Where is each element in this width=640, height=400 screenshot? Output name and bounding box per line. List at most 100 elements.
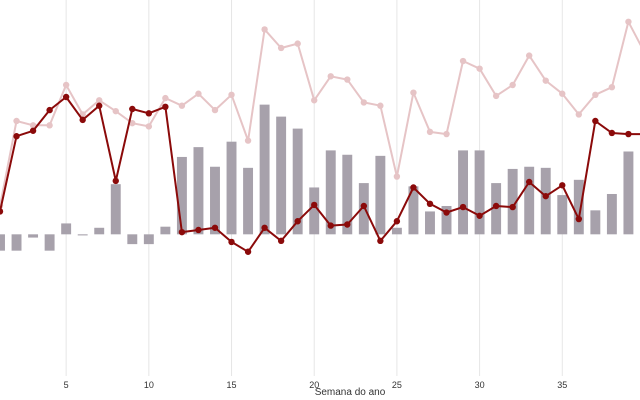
- data-point: [344, 221, 351, 228]
- data-point: [178, 228, 186, 236]
- data-point: [377, 237, 384, 245]
- bar: [276, 116, 287, 235]
- bar: [540, 167, 551, 235]
- bar: [557, 195, 568, 235]
- data-point: [344, 76, 351, 83]
- bar: [143, 234, 154, 245]
- data-point: [145, 110, 153, 117]
- bar: [243, 167, 254, 235]
- bar: [507, 168, 518, 235]
- data-point: [112, 107, 119, 115]
- bar: [61, 223, 72, 235]
- data-point: [426, 200, 434, 208]
- data-point: [277, 44, 285, 52]
- data-point: [509, 203, 516, 211]
- bar: [127, 234, 138, 245]
- data-point: [0, 208, 4, 215]
- data-point: [459, 203, 467, 211]
- data-point: [261, 224, 268, 231]
- data-point: [79, 116, 86, 124]
- data-point: [311, 201, 318, 209]
- data-point: [575, 215, 583, 223]
- x-tick-label: 10: [144, 380, 154, 390]
- bar: [0, 234, 5, 251]
- x-tick-label: 5: [64, 380, 69, 390]
- data-point: [162, 94, 169, 102]
- x-axis-ticks: 5 10 15 20 25 30 35: [64, 380, 568, 390]
- data-point: [476, 212, 483, 219]
- series-line: [0, 20, 640, 207]
- data-point: [13, 133, 20, 140]
- data-point: [178, 102, 186, 109]
- data-point: [525, 52, 533, 59]
- x-axis-title: Semana do ano: [315, 387, 386, 398]
- bar: [28, 234, 39, 238]
- bar: [176, 156, 187, 235]
- bar: [573, 179, 584, 235]
- data-point: [559, 182, 566, 189]
- data-point: [360, 99, 368, 106]
- bar: [210, 166, 220, 235]
- bar-series: [0, 104, 634, 251]
- data-point: [509, 81, 516, 89]
- data-point: [311, 97, 318, 104]
- data-point: [459, 57, 467, 65]
- data-point: [393, 173, 401, 180]
- data-point: [327, 73, 334, 80]
- data-point: [145, 123, 153, 130]
- data-point: [294, 40, 301, 47]
- line-series-1: [0, 93, 640, 255]
- data-point: [96, 97, 103, 104]
- data-point: [29, 122, 37, 129]
- data-point: [13, 117, 20, 125]
- x-tick-label: 35: [557, 380, 567, 390]
- data-point: [592, 117, 599, 125]
- data-point: [608, 129, 616, 137]
- bar: [590, 210, 601, 235]
- bar: [292, 128, 303, 235]
- data-point: [592, 91, 599, 99]
- bar: [309, 187, 320, 235]
- data-point: [228, 91, 235, 99]
- data-point: [410, 184, 417, 191]
- bar: [110, 184, 121, 235]
- data-point: [162, 103, 169, 111]
- series-line: [0, 96, 640, 253]
- data-point: [410, 89, 417, 96]
- data-point: [261, 26, 268, 33]
- data-point: [112, 177, 119, 185]
- data-point: [294, 218, 301, 225]
- bar: [94, 227, 105, 235]
- bar: [441, 205, 452, 235]
- bar: [623, 151, 634, 235]
- data-point: [542, 192, 549, 200]
- x-tick-label: 20: [309, 380, 319, 390]
- data-point: [62, 93, 70, 101]
- data-point: [195, 226, 202, 234]
- data-point: [46, 106, 53, 114]
- bar: [425, 211, 435, 235]
- data-point: [575, 111, 583, 118]
- data-point: [96, 102, 103, 109]
- data-point: [492, 92, 500, 100]
- x-tick-label: 15: [227, 380, 237, 390]
- bar: [193, 147, 204, 235]
- data-point: [29, 127, 37, 134]
- data-point: [360, 202, 368, 210]
- x-tick-label: 25: [392, 380, 402, 390]
- bar: [325, 150, 336, 235]
- bar: [606, 193, 617, 235]
- data-point: [129, 119, 136, 127]
- data-point: [559, 90, 566, 97]
- data-point: [525, 178, 533, 186]
- bar: [342, 154, 353, 235]
- data-point: [443, 130, 450, 138]
- data-point: [393, 218, 401, 225]
- data-point: [443, 209, 450, 216]
- data-point: [277, 237, 285, 245]
- data-point: [492, 202, 500, 210]
- data-point: [542, 77, 549, 84]
- data-point: [129, 105, 136, 113]
- bar: [391, 227, 402, 235]
